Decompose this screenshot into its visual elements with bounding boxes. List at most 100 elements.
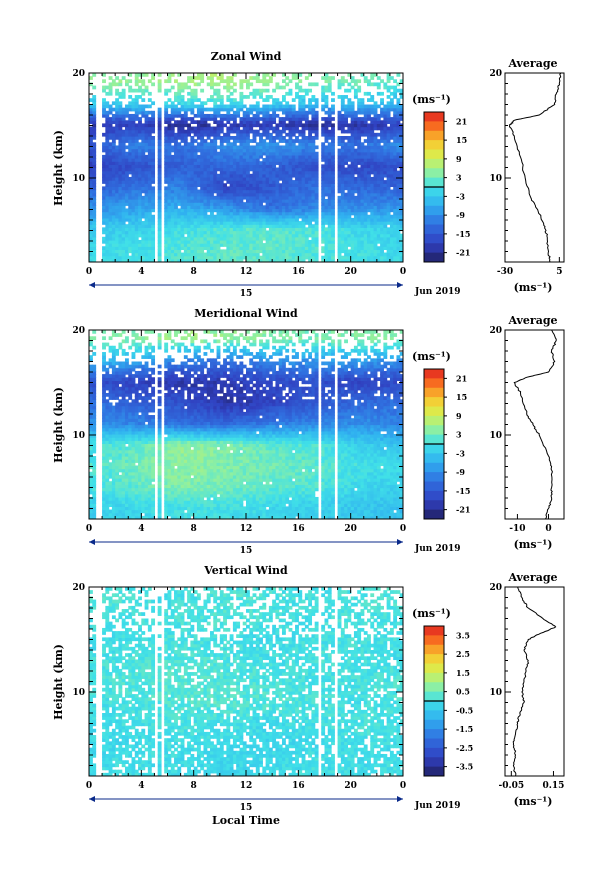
heatmap-cell	[308, 88, 313, 93]
heatmap-cell	[363, 148, 368, 153]
heatmap-cell	[196, 148, 201, 153]
heatmap-cell	[239, 158, 244, 162]
heatmap-cell	[115, 236, 120, 241]
heatmap-cell	[115, 148, 120, 153]
heatmap-cell	[396, 258, 401, 262]
heatmap-cell	[138, 176, 142, 181]
heatmap-cell	[210, 161, 214, 165]
heatmap-cell	[367, 208, 371, 213]
heatmap-cell	[92, 145, 97, 150]
heatmap-cell	[134, 252, 139, 257]
heatmap-cell	[187, 91, 191, 96]
heatmap-cell	[223, 161, 227, 165]
heatmap-cell	[219, 113, 224, 118]
heatmap-cell	[223, 233, 227, 238]
heatmap-cell	[249, 148, 254, 153]
heatmap-cell	[393, 117, 398, 121]
heatmap-cell	[265, 246, 270, 250]
heatmap-cell	[105, 117, 110, 121]
heatmap-cell	[147, 246, 152, 250]
heatmap-cell	[376, 186, 381, 191]
heatmap-cell	[275, 214, 280, 219]
heatmap-cell	[102, 236, 106, 241]
heatmap-cell	[108, 145, 113, 150]
heatmap-cell	[147, 199, 152, 203]
heatmap-cell	[262, 192, 267, 197]
heatmap-cell	[121, 249, 126, 254]
heatmap-cell	[311, 195, 316, 200]
heatmap-cell	[180, 176, 185, 181]
heatmap-cell	[327, 167, 332, 172]
heatmap-cell	[187, 202, 191, 206]
heatmap-cell	[399, 224, 403, 228]
heatmap-cell	[347, 82, 352, 87]
heatmap-cell	[121, 117, 126, 121]
heatmap-cell	[223, 202, 227, 206]
heatmap-cell	[268, 126, 273, 131]
heatmap-cell	[321, 117, 326, 121]
heatmap-cell	[295, 252, 299, 257]
heatmap-cell	[239, 136, 244, 140]
heatmap-cell	[229, 161, 234, 165]
heatmap-cell	[360, 230, 365, 235]
heatmap-cell	[226, 132, 231, 137]
heatmap-cell	[124, 104, 129, 109]
heatmap-cell	[265, 95, 270, 99]
heatmap-cell	[89, 158, 93, 162]
heatmap-cell	[360, 176, 365, 181]
heatmap-cell	[121, 132, 126, 137]
heatmap-cell	[262, 148, 267, 153]
heatmap-cell	[373, 512, 378, 517]
heatmap-cell	[344, 161, 348, 165]
heatmap-cell	[108, 233, 113, 238]
heatmap-cell	[380, 205, 384, 210]
heatmap-cell	[206, 230, 211, 235]
heatmap-cell	[138, 205, 142, 210]
heatmap-cell	[272, 173, 277, 178]
heatmap-cell	[324, 176, 329, 181]
heatmap-cell	[301, 173, 306, 178]
heatmap-cell	[259, 199, 263, 203]
heatmap-cell	[327, 173, 332, 178]
heatmap-cell	[167, 205, 172, 210]
heatmap-cell	[128, 104, 133, 109]
heatmap-cell	[246, 233, 250, 238]
heatmap-cell	[164, 158, 169, 162]
heatmap-cell	[340, 104, 345, 109]
heatmap-cell	[118, 252, 123, 257]
heatmap-cell	[121, 208, 126, 213]
heatmap-cell	[393, 164, 398, 169]
heatmap-cell	[275, 107, 280, 112]
heatmap-cell	[278, 192, 283, 197]
heatmap-cell	[229, 192, 234, 197]
heatmap-cell	[367, 202, 371, 206]
heatmap-cell	[370, 136, 375, 140]
heatmap-cell	[255, 233, 260, 238]
heatmap-cell	[213, 252, 218, 257]
heatmap-cell	[340, 208, 345, 213]
heatmap-cell	[236, 101, 241, 106]
heatmap-cell	[216, 214, 221, 219]
heatmap-cell	[229, 195, 234, 200]
heatmap-cell	[357, 117, 362, 121]
heatmap-cell	[157, 249, 162, 254]
heatmap-cell	[321, 189, 326, 194]
heatmap-cell	[340, 145, 345, 150]
heatmap-cell	[363, 227, 368, 232]
heatmap-cell	[151, 170, 156, 175]
heatmap-cell	[331, 123, 335, 128]
heatmap-cell	[183, 515, 188, 519]
heatmap-cell	[196, 192, 201, 197]
heatmap-cell	[187, 243, 191, 247]
heatmap-cell	[115, 255, 120, 260]
heatmap-cell	[144, 249, 149, 254]
heatmap-cell	[89, 148, 93, 153]
heatmap-cell	[124, 211, 129, 216]
heatmap-cell	[370, 221, 375, 225]
heatmap-cell	[249, 173, 254, 178]
heatmap-cell	[89, 110, 93, 115]
heatmap-cell	[223, 173, 227, 178]
heatmap-cell	[89, 243, 93, 247]
heatmap-cell	[376, 236, 381, 241]
heatmap-cell	[389, 167, 394, 172]
